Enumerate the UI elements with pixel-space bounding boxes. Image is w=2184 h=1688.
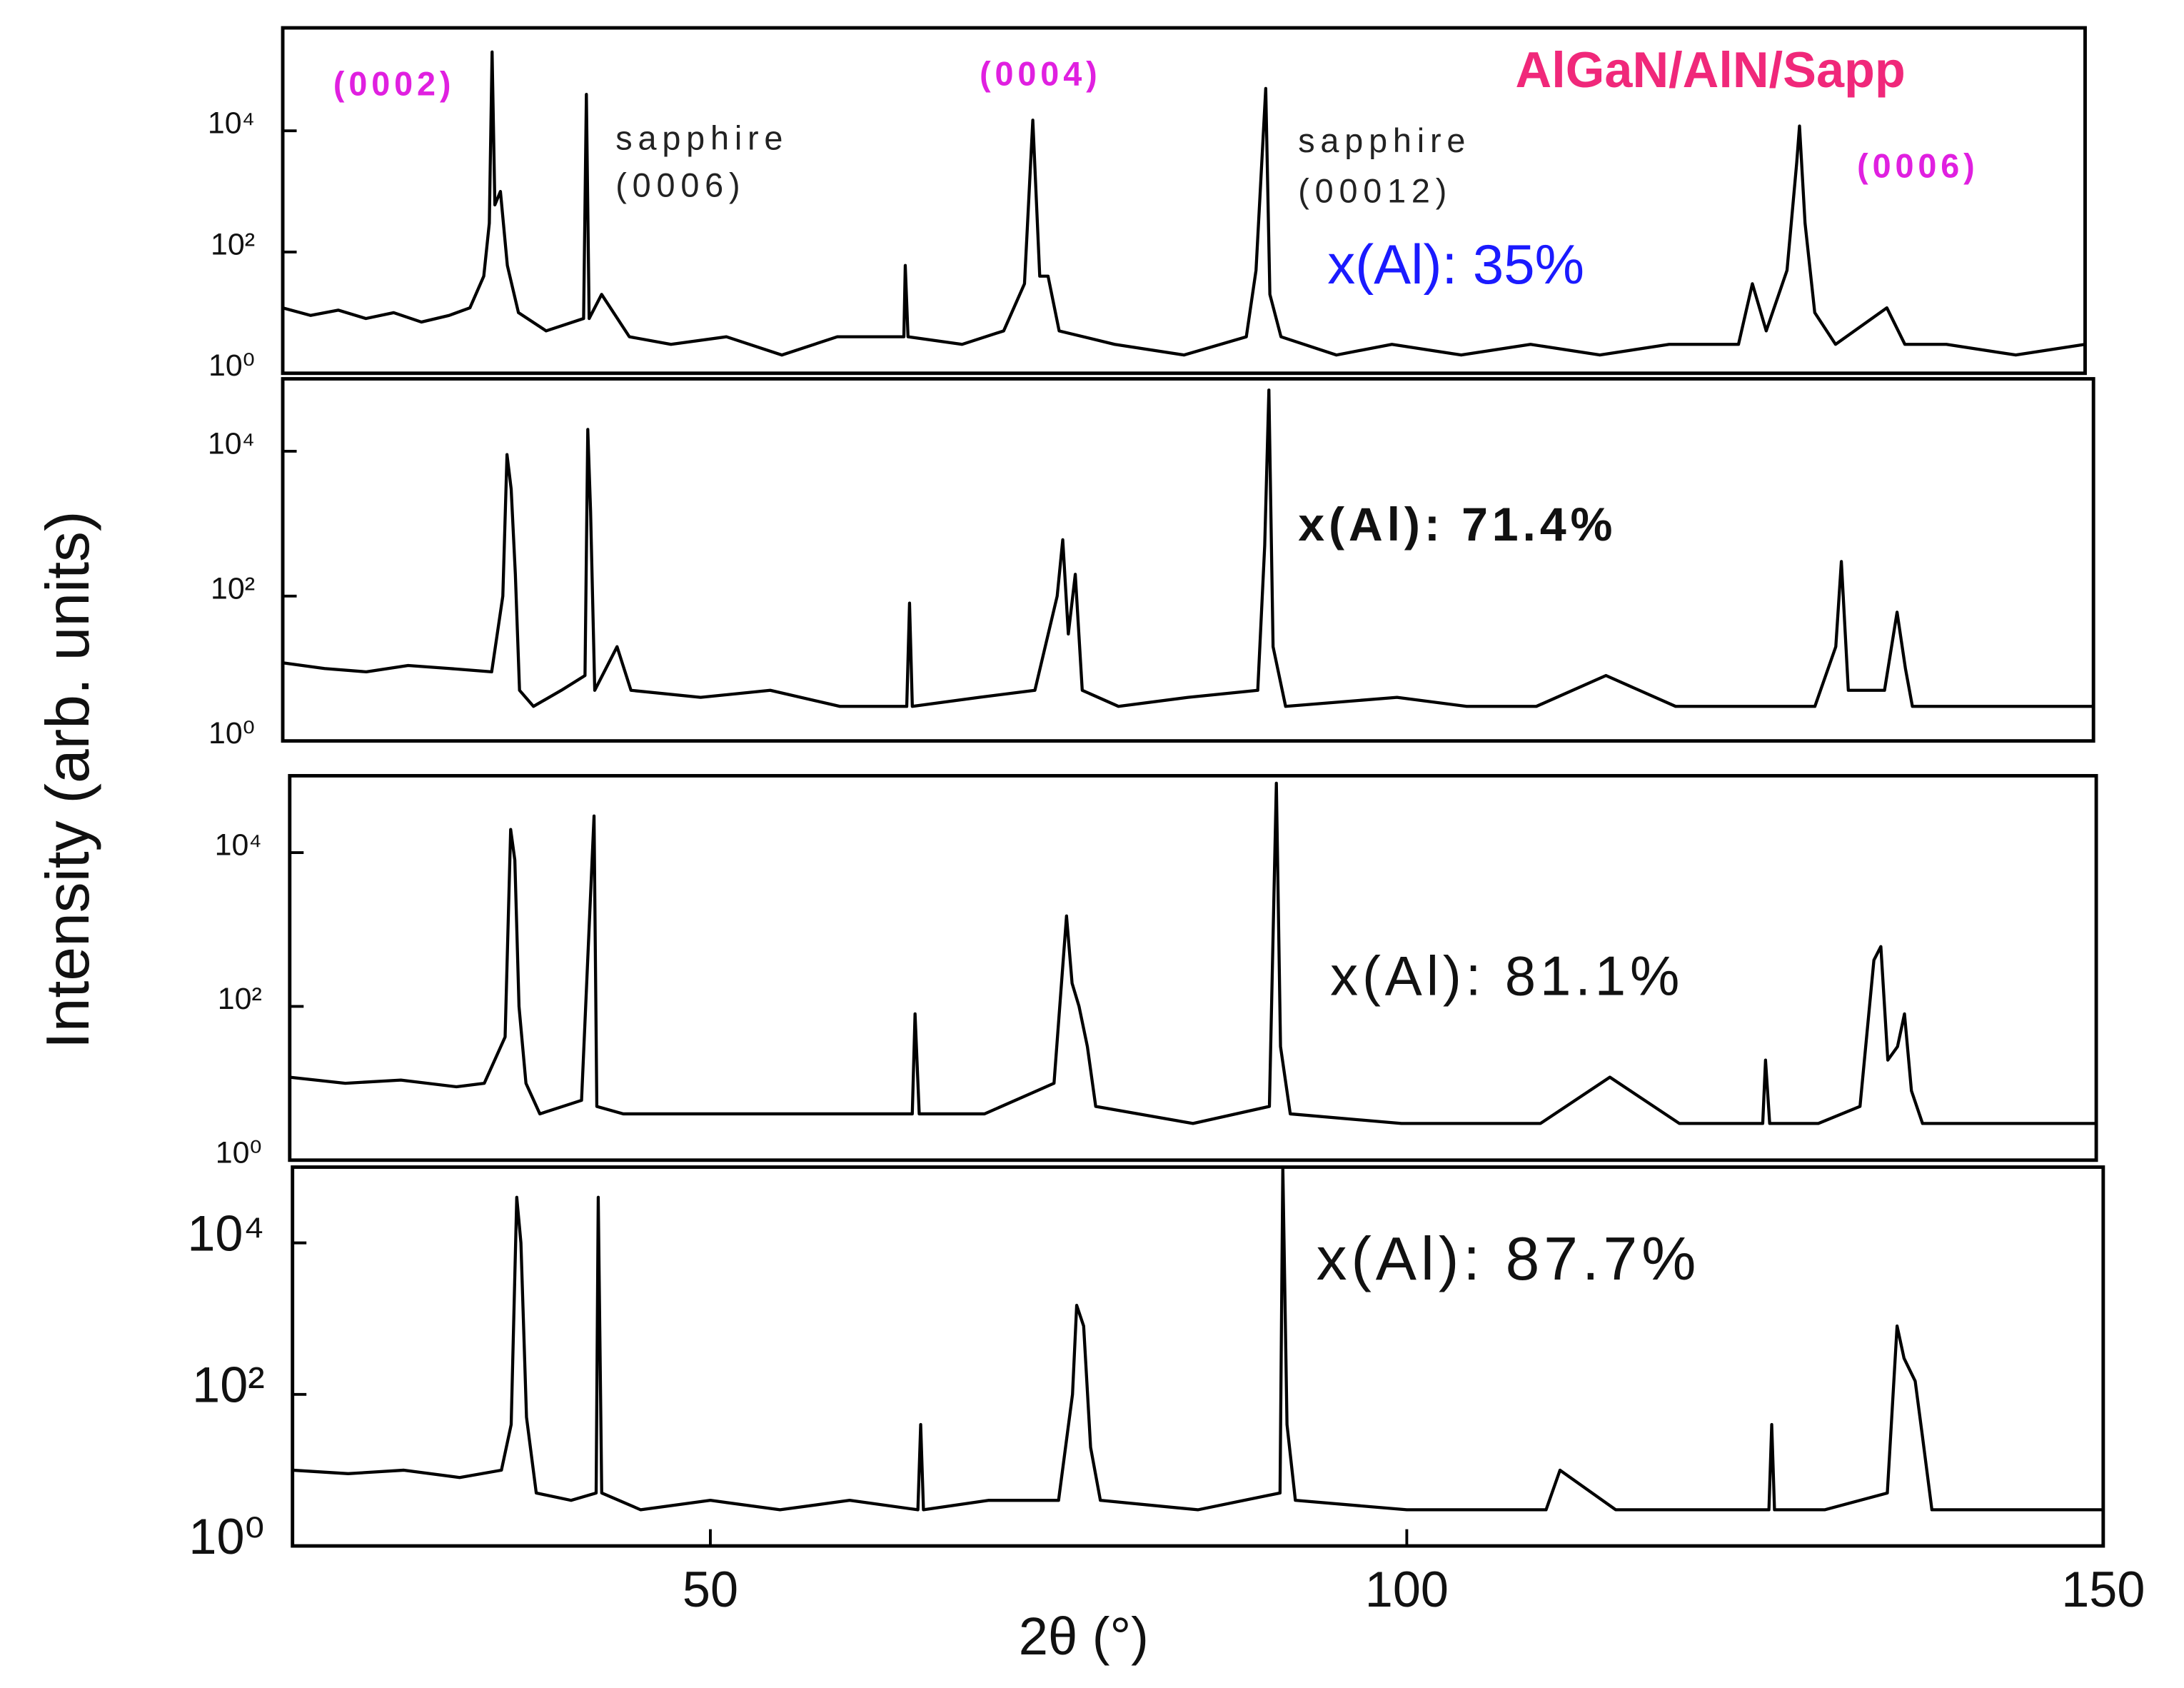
x-axis-label: 2θ (°) [1019,1607,1149,1666]
y-tick-label: 10² [218,982,262,1016]
plot-frame [281,377,2095,743]
y-tick-label: 10⁴ [215,828,262,863]
data-line [282,50,2085,357]
annotation: (0002) [333,65,455,102]
plot-frame [288,773,2098,1162]
annotation: x(Al): 81.1% [1330,945,1684,1008]
annotation: x(Al): 87.7% [1317,1225,1701,1293]
annotation: sapphire [615,119,788,156]
x-tick-label: 100 [1365,1561,1449,1617]
x-tick-label: 50 [683,1561,738,1617]
plot-frame [281,26,2087,376]
x-tick-label: 150 [2061,1561,2145,1617]
annotation: x(Al): 35% [1327,233,1584,296]
y-tick-label: 10⁰ [188,1508,264,1564]
annotation: (0006) [1857,147,1978,184]
y-tick-label: 10² [211,228,255,262]
y-tick-label: 10² [211,571,255,606]
y-tick-label: 10⁴ [187,1205,264,1261]
y-tick-label: 10⁴ [208,426,255,461]
data-line [282,388,2094,708]
y-tick-label: 10² [192,1357,265,1413]
y-tick-label: 10⁰ [208,348,255,383]
data-line [292,1165,2103,1512]
annotation: x(Al): 71.4% [1298,498,1616,551]
annotation: (00012) [1298,172,1452,209]
annotation: sapphire [1298,122,1471,159]
annotation: (0006) [615,167,745,204]
annotation: (0004) [980,56,1101,93]
plot-frame [291,1165,2105,1548]
chart-title: AlGaN/AlN/Sapp [1516,41,1906,98]
data-line [289,781,2097,1125]
y-axis-label: Intensity (arb. units) [34,511,102,1049]
y-tick-label: 10⁰ [208,716,255,750]
y-tick-label: 10⁴ [208,106,255,141]
y-tick-label: 10⁰ [216,1135,262,1170]
